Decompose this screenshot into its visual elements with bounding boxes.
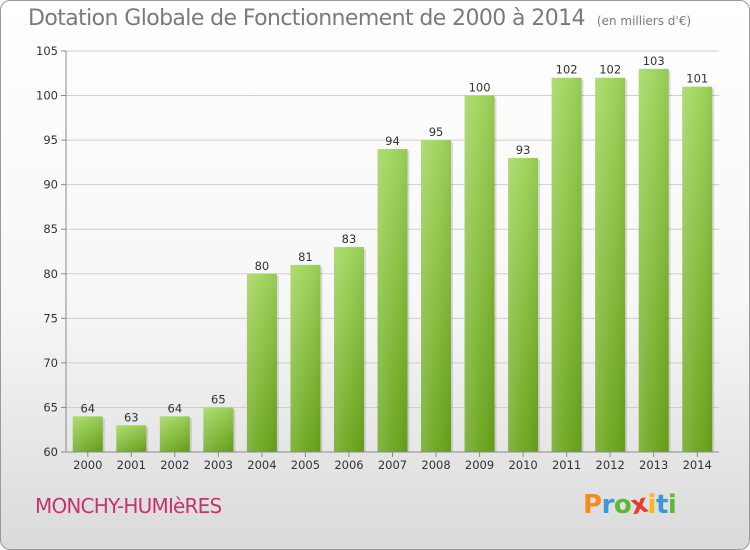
data-label: 80 [255, 259, 270, 273]
x-tick-label: 2003 [204, 458, 233, 472]
data-label: 83 [342, 232, 357, 246]
data-label: 95 [429, 125, 444, 139]
data-label: 65 [211, 392, 226, 406]
bar-highlight [551, 77, 582, 452]
x-tick-label: 2001 [117, 458, 146, 472]
commune-name: MONCHY-HUMIèRES [35, 494, 222, 518]
y-tick-label: 100 [36, 89, 58, 103]
data-label: 64 [168, 401, 183, 415]
x-tick-label: 2000 [73, 458, 102, 472]
x-tick-label: 2006 [334, 458, 363, 472]
proxiti-logo: Proxiti [583, 489, 677, 522]
x-tick-label: 2010 [508, 458, 537, 472]
x-tick-label: 2008 [421, 458, 450, 472]
x-tick-label: 2002 [160, 458, 189, 472]
y-tick-label: 70 [43, 356, 58, 370]
y-tick-label: 105 [36, 44, 58, 58]
y-tick-label: 80 [43, 267, 58, 281]
bar-highlight [421, 140, 452, 452]
chart-title: Dotation Globale de Fonctionnement de 20… [28, 6, 586, 31]
data-label: 103 [643, 54, 665, 68]
bar-highlight [159, 416, 190, 452]
bar-highlight [464, 95, 495, 453]
x-tick-label: 2007 [378, 458, 407, 472]
y-tick-label: 65 [43, 400, 58, 414]
x-tick-label: 2005 [291, 458, 320, 472]
proxiti-logo-letter: P [583, 490, 602, 520]
y-tick-label: 85 [43, 222, 58, 236]
bar-highlight [638, 68, 669, 453]
bar-highlight [116, 425, 147, 452]
data-label: 102 [556, 63, 578, 77]
data-label: 101 [686, 72, 708, 86]
data-label: 64 [80, 401, 95, 415]
x-tick-label: 2011 [552, 458, 581, 472]
data-label: 94 [385, 134, 400, 148]
proxiti-logo-letter: i [647, 490, 657, 520]
bar-highlight [595, 77, 626, 452]
data-label: 63 [124, 410, 139, 424]
data-label: 102 [599, 63, 621, 77]
proxiti-logo-letter: t [655, 490, 668, 520]
data-label: 100 [469, 81, 491, 95]
bar-highlight [377, 149, 408, 452]
data-label: 93 [516, 143, 531, 157]
bar-highlight [508, 157, 539, 452]
title-row: Dotation Globale de Fonctionnement de 20… [28, 6, 691, 31]
proxiti-logo-letter: o [613, 490, 632, 520]
bar-highlight [682, 86, 713, 453]
x-tick-label: 2009 [465, 458, 494, 472]
x-tick-label: 2013 [639, 458, 668, 472]
bar-highlight [333, 247, 364, 452]
x-tick-label: 2014 [683, 458, 712, 472]
x-tick-label: 2004 [247, 458, 276, 472]
proxiti-logo-letter: i [667, 490, 677, 520]
bar-highlight [290, 264, 321, 452]
chart-subtitle: (en milliers d'€) [596, 14, 692, 28]
bar-highlight [203, 407, 234, 452]
y-tick-label: 75 [43, 311, 58, 325]
y-tick-label: 95 [43, 133, 58, 147]
x-tick-label: 2012 [596, 458, 625, 472]
y-tick-label: 60 [43, 445, 58, 459]
y-tick-label: 90 [43, 178, 58, 192]
data-label: 81 [298, 250, 313, 264]
bar-highlight [72, 416, 103, 452]
bar-highlight [246, 273, 277, 452]
proxiti-logo-letter: r [601, 490, 615, 520]
